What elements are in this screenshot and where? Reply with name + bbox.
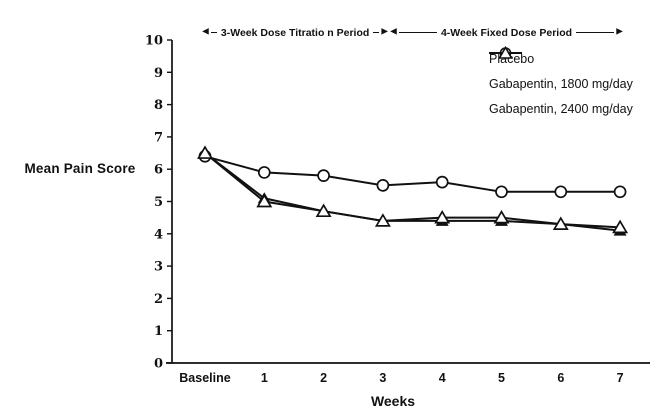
legend-item-gabapentin-1800: Gabapentin, 1800 mg/day <box>489 47 633 96</box>
circle-open-marker-icon <box>435 175 449 189</box>
series-line <box>204 152 621 229</box>
annotation-line <box>576 32 615 33</box>
circle-open-marker-icon <box>376 179 390 192</box>
triangle-open-marker-icon <box>493 209 510 224</box>
y-tick-label: 7 <box>154 130 163 145</box>
dose-titration-period-annotation: ◄ 3-Week Dose Titratio n Period ► <box>200 25 390 40</box>
annotation-line <box>373 32 380 33</box>
annotation-line <box>398 32 437 33</box>
y-tick-label: 10 <box>145 34 163 49</box>
triangle-open-marker-icon <box>612 219 629 234</box>
triangle-open-marker-icon <box>197 145 213 159</box>
y-tick-label: 0 <box>154 357 163 372</box>
circle-open-marker-icon <box>554 185 568 199</box>
x-tick-label: Baseline <box>179 371 230 385</box>
y-tick-label: 3 <box>154 260 163 275</box>
triangle-open-marker-icon <box>489 46 522 59</box>
arrow-left-icon: ◄ <box>200 25 211 38</box>
x-tick-label: 6 <box>557 371 564 385</box>
y-tick-label: 9 <box>154 66 163 81</box>
x-tick-label: 4 <box>439 371 446 385</box>
legend-item-gabapentin-2400: Gabapentin, 2400 mg/day <box>489 46 633 121</box>
triangle-open-marker-icon <box>256 193 273 208</box>
circle-open-marker-icon <box>317 169 330 183</box>
y-tick-label: 1 <box>154 324 163 339</box>
y-tick-label: 6 <box>154 163 163 178</box>
triangle-open-marker-icon <box>552 216 569 230</box>
arrow-right-icon: ► <box>379 25 391 38</box>
x-axis-title: Weeks <box>370 393 416 409</box>
circle-open-marker-icon <box>495 185 508 199</box>
x-tick-label: 5 <box>498 371 505 385</box>
x-tick-label: 3 <box>379 371 386 385</box>
arrow-left-icon: ◄ <box>388 25 399 38</box>
triangle-open-marker-icon <box>434 209 451 224</box>
annotation-label: 4-Week Fixed Dose Period <box>440 26 573 39</box>
x-tick-label: 7 <box>617 371 624 385</box>
legend-label: Gabapentin, 2400 mg/day <box>489 101 633 116</box>
fixed-dose-period-annotation: ◄ 4-Week Fixed Dose Period ► <box>388 25 625 40</box>
circle-open-marker-icon <box>257 166 271 179</box>
legend-label: Gabapentin, 1800 mg/day <box>489 76 633 91</box>
y-tick-label: 8 <box>154 98 163 113</box>
y-axis-title: Mean Pain Score <box>24 161 136 176</box>
legend: Placebo Gabapentin, 1800 mg/day Gabapent… <box>489 46 633 121</box>
annotation-label: 3-Week Dose Titratio n Period <box>220 26 370 39</box>
y-tick-label: 4 <box>154 227 163 242</box>
triangle-open-marker-icon <box>374 213 391 227</box>
x-tick-label: 2 <box>320 371 327 385</box>
y-tick-label: 2 <box>154 292 163 307</box>
circle-open-marker-icon <box>613 185 627 199</box>
triangle-open-marker-icon <box>315 203 332 218</box>
arrow-right-icon: ► <box>614 25 626 38</box>
y-tick-label: 5 <box>154 195 163 210</box>
x-tick-label: 1 <box>261 371 268 385</box>
annotation-line <box>210 32 217 33</box>
series-line <box>204 155 621 193</box>
